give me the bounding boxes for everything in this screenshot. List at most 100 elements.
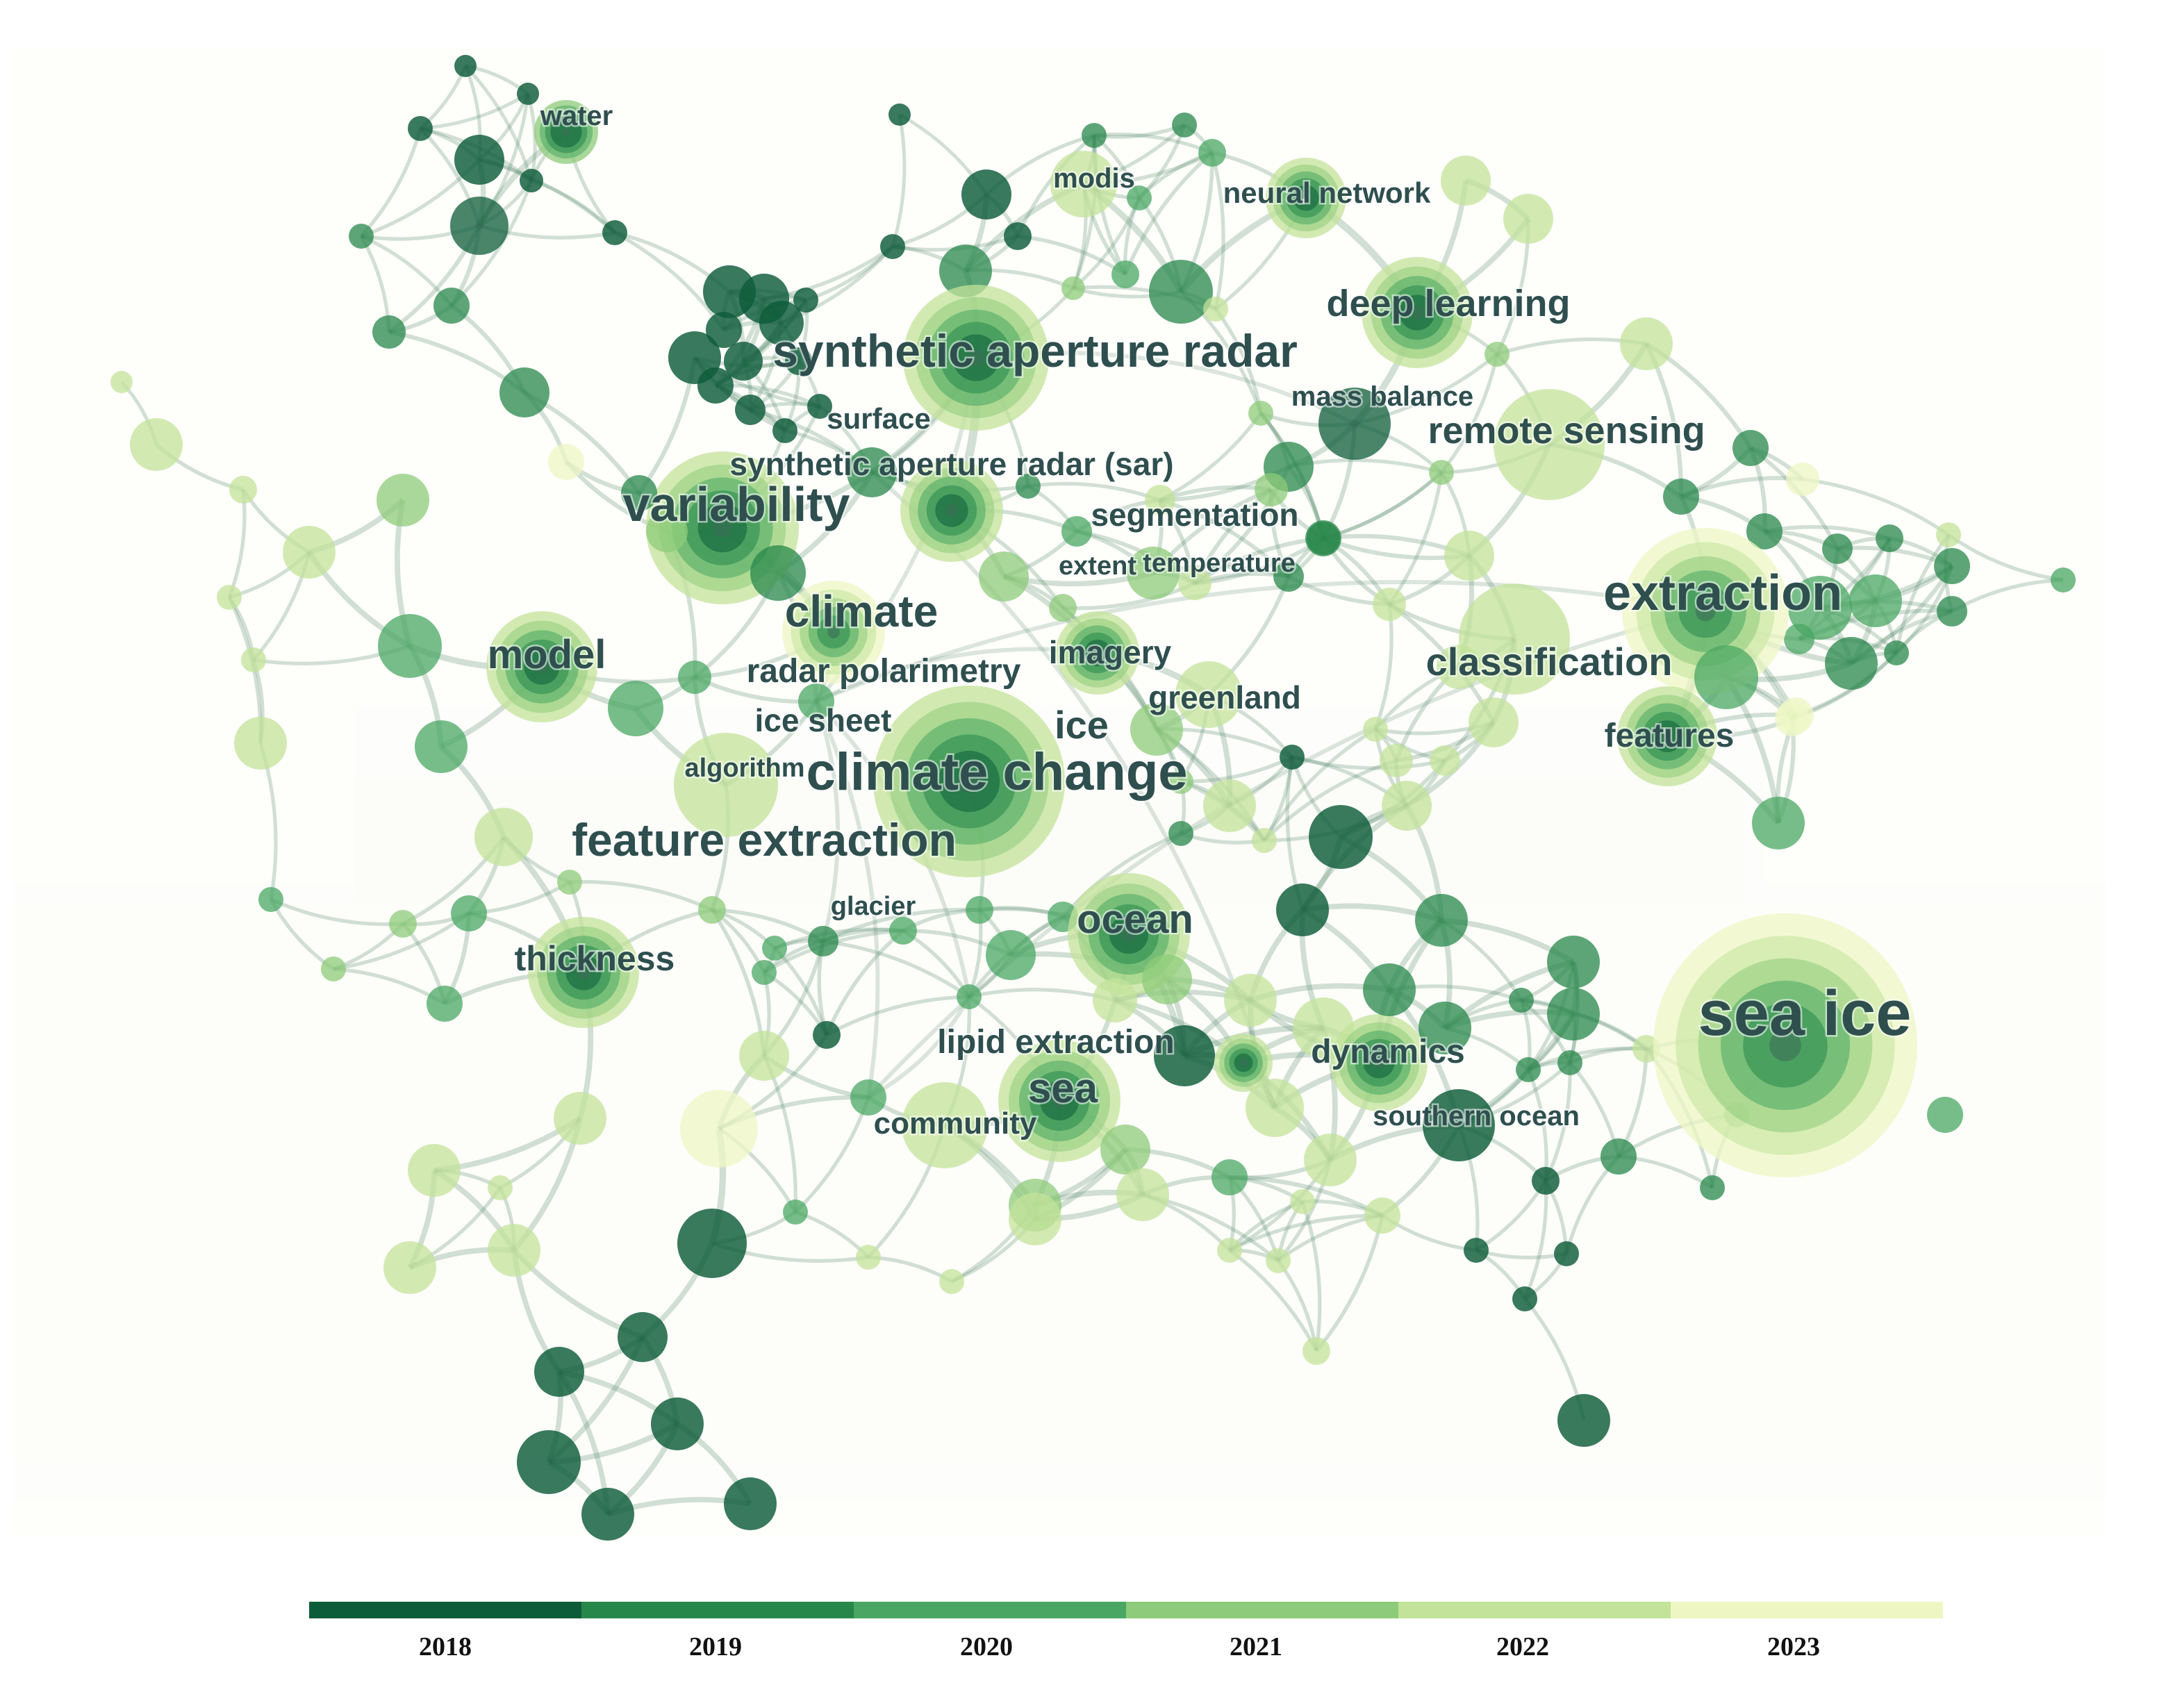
- keyword-node: [1927, 1097, 1963, 1133]
- keyword-node: [1784, 624, 1814, 654]
- node-circle: [1082, 123, 1107, 148]
- keyword-node: [241, 647, 266, 672]
- node-circle: [1093, 978, 1137, 1022]
- keyword-node: [939, 244, 992, 297]
- node-circle: [1198, 139, 1226, 167]
- node-circle: [1049, 594, 1077, 622]
- network-edge: [1263, 758, 1397, 842]
- network-edge: [1291, 755, 1446, 770]
- keyword-node: [1469, 697, 1519, 747]
- keyword-node: [474, 808, 533, 866]
- node-circle: [1437, 645, 1481, 689]
- node-core: [1410, 306, 1424, 320]
- keyword-node: [1444, 531, 1494, 581]
- keyword-node: [130, 418, 183, 471]
- keyword-node: [488, 1224, 540, 1277]
- keyword-node: [1145, 485, 1175, 515]
- node-circle: [1419, 1002, 1471, 1054]
- keyword-node: [1309, 805, 1373, 869]
- node-circle: [241, 647, 266, 672]
- keyword-node: [517, 1430, 581, 1494]
- network-edge: [891, 114, 907, 247]
- keyword-node: [1364, 1197, 1400, 1234]
- node-circle: [2051, 567, 2076, 592]
- label-synthetic-aperture-radar-sar: synthetic aperture radar (sar): [729, 446, 1173, 482]
- keyword-node: [1485, 342, 1510, 367]
- keyword-node: [1224, 974, 1277, 1027]
- keyword-node: [1307, 522, 1340, 555]
- keyword-node: [517, 83, 539, 105]
- node-circle: [668, 331, 721, 384]
- node-circle: [1441, 156, 1491, 206]
- legend-swatch-2022: [1398, 1602, 1671, 1618]
- keyword-node: [1149, 260, 1213, 324]
- node-circle: [1248, 401, 1273, 426]
- keyword-node: [1430, 745, 1460, 776]
- keyword-node: [850, 1079, 886, 1116]
- network-nodes: [110, 55, 2076, 1541]
- keyword-node: [1653, 913, 1917, 1177]
- node-circle: [517, 83, 539, 105]
- keyword-node: [618, 1312, 668, 1362]
- node-circle: [229, 476, 257, 504]
- keyword-node: [486, 611, 597, 722]
- keyword-node: [408, 1144, 461, 1197]
- legend-swatch-2020: [854, 1602, 1126, 1618]
- keyword-node: [1532, 1167, 1560, 1195]
- keyword-node: [1516, 1057, 1541, 1082]
- node-circle: [1927, 1097, 1963, 1133]
- node-circle: [1464, 1238, 1489, 1263]
- node-circle: [1746, 513, 1783, 549]
- keyword-node: [986, 930, 1036, 980]
- network-edge: [1180, 755, 1293, 783]
- keyword-node: [847, 447, 897, 497]
- keyword-node: [1632, 1035, 1660, 1063]
- keyword-node: [651, 1398, 704, 1450]
- node-circle: [427, 986, 463, 1022]
- keyword-node: [888, 103, 911, 126]
- node-circle: [534, 1347, 584, 1397]
- node-circle: [1203, 779, 1256, 832]
- keyword-node: [750, 545, 806, 601]
- label-climate: climate: [785, 586, 938, 636]
- keyword-node: [608, 681, 663, 736]
- node-circle: [1557, 1394, 1610, 1447]
- node-circle: [258, 887, 283, 912]
- keyword-node: [1061, 276, 1085, 300]
- legend-label-2023: 2023: [1767, 1632, 1820, 1661]
- keyword-node: [1557, 1050, 1582, 1075]
- keyword-node: [488, 1175, 513, 1200]
- network-edge: [1527, 1046, 1647, 1072]
- keyword-node: [372, 315, 406, 349]
- node-circle: [110, 371, 133, 393]
- keyword-node: [1363, 717, 1388, 742]
- label-ocean: ocean: [1077, 897, 1193, 942]
- node-circle: [1557, 1050, 1582, 1075]
- keyword-node: [1936, 522, 1961, 547]
- network-edge: [1439, 354, 1499, 474]
- legend-label-2019: 2019: [689, 1632, 742, 1661]
- node-circle: [1168, 769, 1193, 794]
- keyword-node: [674, 733, 778, 837]
- node-circle: [1100, 1125, 1150, 1175]
- node-circle: [1876, 524, 1903, 552]
- node-circle: [602, 220, 627, 245]
- network-edge: [1300, 1201, 1322, 1352]
- network-edge: [270, 897, 404, 927]
- node-circle: [554, 1092, 606, 1145]
- keyword-node: [229, 476, 257, 504]
- keyword-node: [1373, 588, 1406, 621]
- keyword-node: [739, 1031, 789, 1081]
- node-circle: [581, 1488, 634, 1541]
- label-sea: sea: [1028, 1065, 1098, 1111]
- keyword-node: [1217, 1238, 1242, 1263]
- keyword-node: [903, 285, 1049, 431]
- node-circle: [651, 1398, 704, 1450]
- node-circle: [646, 511, 688, 552]
- network-edge: [1210, 152, 1225, 310]
- keyword-node: [1246, 1079, 1304, 1137]
- node-circle: [1601, 1138, 1637, 1175]
- label-surface: surface: [827, 402, 930, 435]
- node-circle: [939, 244, 992, 297]
- network-edge: [1523, 1180, 1548, 1300]
